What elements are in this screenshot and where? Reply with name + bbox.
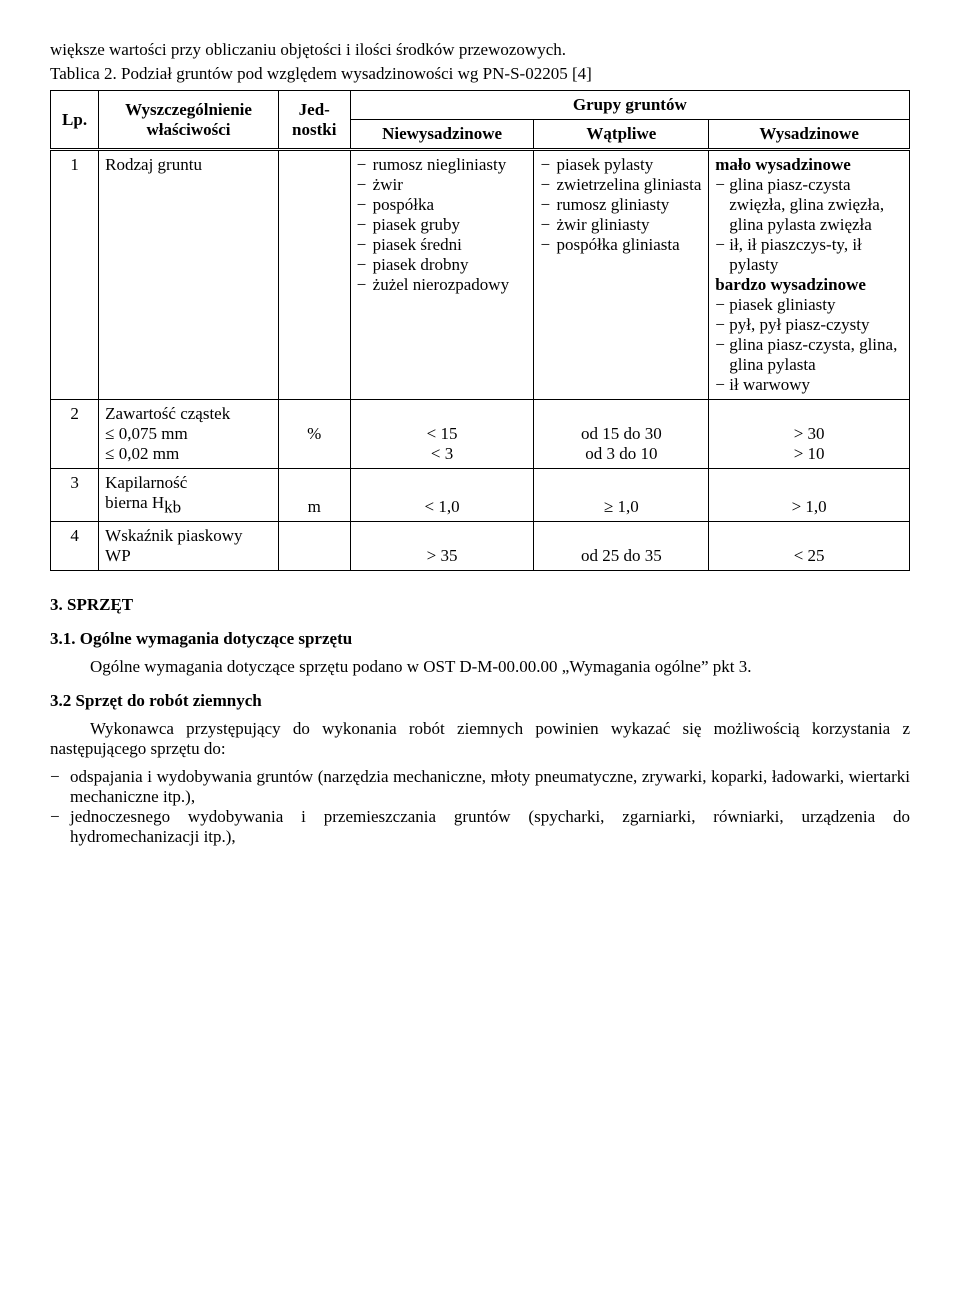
row2-niew-a: < 15 [427, 424, 458, 443]
col-wysz: Wyszczególnienie właściwości [99, 91, 279, 150]
list-item: rumosz niegliniasty [357, 155, 528, 175]
cell-niew: > 35 [350, 522, 534, 571]
row2-name: Zawartość cząstek [105, 404, 230, 423]
section-3-1-title: 3.1. Ogólne wymagania dotyczące sprzętu [50, 629, 910, 649]
list-item: piasek gliniasty [715, 295, 903, 315]
row3-name-line1: Kapilarność [105, 473, 187, 492]
row2-wys-b: > 10 [794, 444, 825, 463]
row2-niew-b: < 3 [431, 444, 453, 463]
col-niew: Niewysadzinowe [350, 120, 534, 150]
cell-wys: mało wysadzinowe glina piasz-czysta zwię… [709, 150, 910, 400]
table-row: 1 Rodzaj gruntu rumosz niegliniasty żwir… [51, 150, 910, 400]
cell-unit [278, 150, 350, 400]
list-item: jednoczesnego wydobywania i przemieszcza… [50, 807, 910, 847]
intro-line: większe wartości przy obliczaniu objętoś… [50, 40, 910, 60]
table-row: 4 Wskaźnik piaskowy WP > 35 od 25 do 35 … [51, 522, 910, 571]
cell-lp: 3 [51, 469, 99, 522]
cell-unit: % [278, 400, 350, 469]
cell-name: Rodzaj gruntu [99, 150, 279, 400]
table-title: Tablica 2. Podział gruntów pod względem … [50, 64, 910, 84]
list-item: żużel nierozpadowy [357, 275, 528, 295]
list-item: odspajania i wydobywania gruntów (narzęd… [50, 767, 910, 807]
cell-name: Kapilarność bierna Hkb [99, 469, 279, 522]
cell-wys: < 25 [709, 522, 910, 571]
watp-list: piasek pylasty zwietrzelina gliniasta ru… [540, 155, 702, 255]
section-3-1-body: Ogólne wymagania dotyczące sprzętu podan… [50, 657, 910, 677]
row2-sub1: ≤ 0,075 mm [105, 424, 188, 443]
row2-watp-b: od 3 do 10 [585, 444, 657, 463]
wys-list-2: piasek gliniasty pył, pył piasz-czysty g… [715, 295, 903, 395]
list-item: żwir [357, 175, 528, 195]
cell-watp: od 15 do 30 od 3 do 10 [534, 400, 709, 469]
cell-niew: < 1,0 [350, 469, 534, 522]
table-row: 2 Zawartość cząstek ≤ 0,075 mm ≤ 0,02 mm… [51, 400, 910, 469]
list-item: piasek pylasty [540, 155, 702, 175]
col-lp: Lp. [51, 91, 99, 150]
cell-wys: > 30 > 10 [709, 400, 910, 469]
cell-unit [278, 522, 350, 571]
row3-name-line2: bierna H [105, 493, 164, 512]
cell-lp: 4 [51, 522, 99, 571]
row3-name-sub: kb [164, 497, 181, 516]
col-jedn: Jed-nostki [278, 91, 350, 150]
row2-sub2: ≤ 0,02 mm [105, 444, 179, 463]
list-item: glina piasz-czysta, glina, glina pylasta [715, 335, 903, 375]
section-3-title: 3. SPRZĘT [50, 595, 910, 615]
wys-list-1: glina piasz-czysta zwięzła, glina zwięzł… [715, 175, 903, 275]
list-item: pył, pył piasz-czysty [715, 315, 903, 335]
cell-watp: piasek pylasty zwietrzelina gliniasta ru… [534, 150, 709, 400]
row2-wys-a: > 30 [794, 424, 825, 443]
list-item: piasek drobny [357, 255, 528, 275]
cell-lp: 1 [51, 150, 99, 400]
list-item: piasek średni [357, 235, 528, 255]
niew-list: rumosz niegliniasty żwir pospółka piasek… [357, 155, 528, 295]
section-3-2-list: odspajania i wydobywania gruntów (narzęd… [50, 767, 910, 847]
cell-niew: < 15 < 3 [350, 400, 534, 469]
wys-label-2: bardzo wysadzinowe [715, 275, 903, 295]
list-item: pospółka [357, 195, 528, 215]
list-item: piasek gruby [357, 215, 528, 235]
section-3-2-body: Wykonawca przystępujący do wykonania rob… [50, 719, 910, 759]
cell-unit: m [278, 469, 350, 522]
cell-name: Zawartość cząstek ≤ 0,075 mm ≤ 0,02 mm [99, 400, 279, 469]
list-item: ił, ił piaszczys-ty, ił pylasty [715, 235, 903, 275]
cell-watp: od 25 do 35 [534, 522, 709, 571]
cell-niew: rumosz niegliniasty żwir pospółka piasek… [350, 150, 534, 400]
table-row: 3 Kapilarność bierna Hkb m < 1,0 ≥ 1,0 >… [51, 469, 910, 522]
section-3-2-title: 3.2 Sprzęt do robót ziemnych [50, 691, 910, 711]
cell-lp: 2 [51, 400, 99, 469]
list-item: glina piasz-czysta zwięzła, glina zwięzł… [715, 175, 903, 235]
col-watp: Wątpliwe [534, 120, 709, 150]
list-item: rumosz gliniasty [540, 195, 702, 215]
list-item: żwir gliniasty [540, 215, 702, 235]
row2-watp-a: od 15 do 30 [581, 424, 662, 443]
list-item: zwietrzelina gliniasta [540, 175, 702, 195]
wys-label-1: mało wysadzinowe [715, 155, 903, 175]
list-item: pospółka gliniasta [540, 235, 702, 255]
col-grupy: Grupy gruntów [350, 91, 909, 120]
col-wys: Wysadzinowe [709, 120, 910, 150]
soil-table: Lp. Wyszczególnienie właściwości Jed-nos… [50, 90, 910, 571]
header-row-1: Lp. Wyszczególnienie właściwości Jed-nos… [51, 91, 910, 120]
cell-watp: ≥ 1,0 [534, 469, 709, 522]
cell-name: Wskaźnik piaskowy WP [99, 522, 279, 571]
cell-wys: > 1,0 [709, 469, 910, 522]
list-item: ił warwowy [715, 375, 903, 395]
